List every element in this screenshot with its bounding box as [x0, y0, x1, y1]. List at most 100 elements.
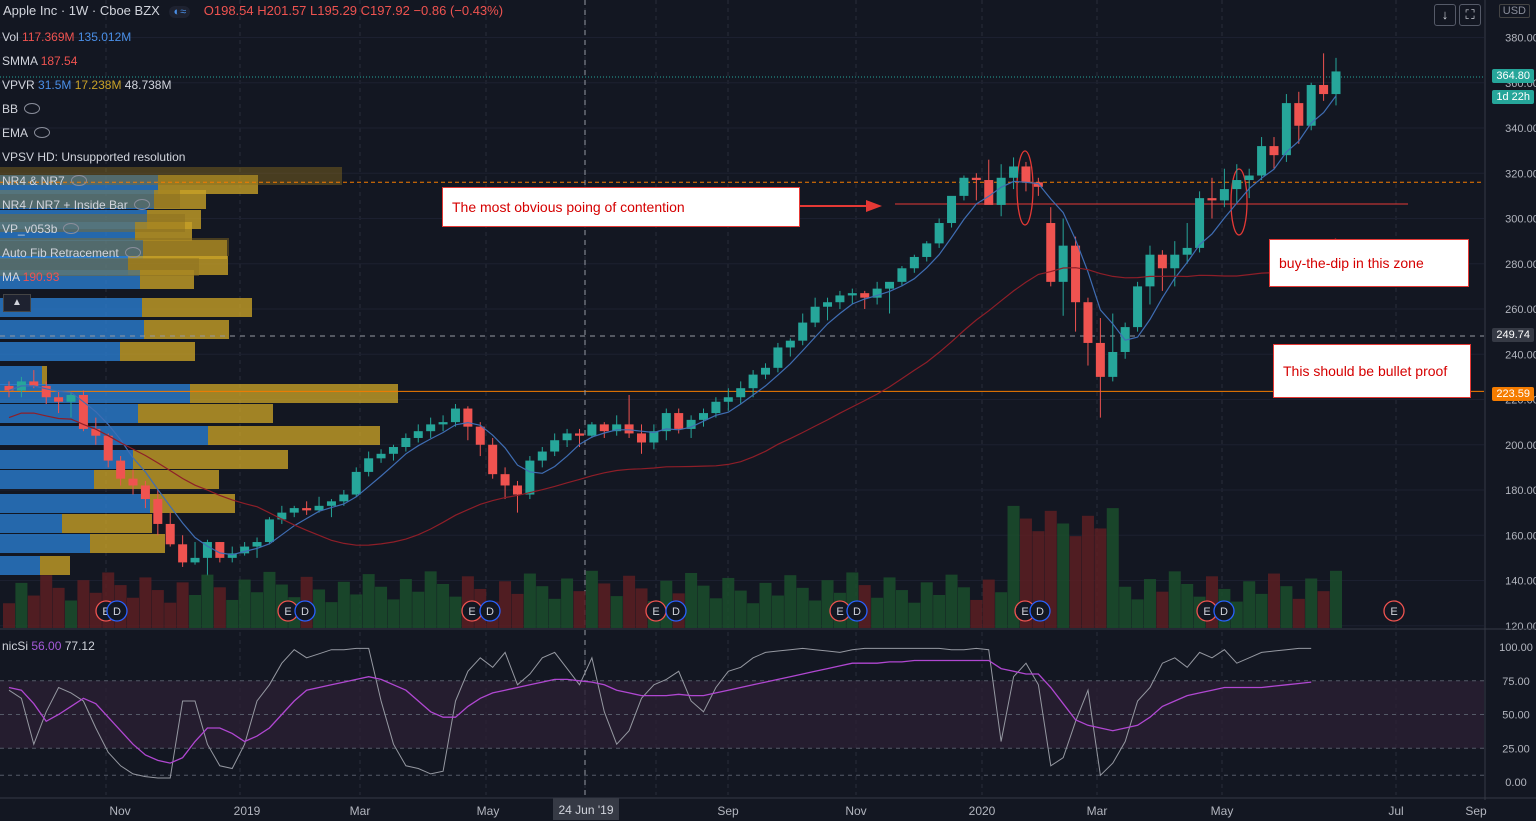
vpvr-down-bar: [42, 366, 47, 385]
volume-bar: [176, 582, 189, 628]
candle-body: [699, 413, 709, 420]
indicator-vpsv[interactable]: VPSV HD: Unsupported resolution: [2, 150, 186, 164]
candle-body: [41, 385, 51, 398]
volume-bar: [685, 573, 698, 628]
indicator-bb[interactable]: BB: [2, 102, 41, 116]
volume-bar: [337, 581, 350, 628]
earnings-label: D: [1220, 606, 1228, 618]
volume-bar: [511, 593, 524, 628]
vpvr-up-bar: [0, 494, 150, 513]
hidden-eye-icon[interactable]: [70, 175, 87, 186]
price-tick-label: 180.00: [1505, 485, 1536, 497]
volume-bar: [957, 587, 970, 628]
candle-body: [1269, 146, 1279, 156]
annotation-contention[interactable]: The most obvious poing of contention: [442, 187, 800, 227]
annotation-bullet[interactable]: This should be bullet proof: [1273, 344, 1471, 398]
candle-body: [401, 437, 411, 448]
vpvr-up-bar: [0, 404, 138, 423]
vpvr-down-bar: [120, 342, 195, 361]
vpvr-faded-bar: [0, 238, 229, 256]
candle-body: [103, 435, 113, 461]
hidden-eye-icon[interactable]: [63, 223, 80, 234]
candle-body: [537, 451, 547, 461]
volume-bar: [585, 570, 598, 628]
candle-body: [190, 557, 200, 563]
volume-bar: [747, 603, 760, 628]
volume-bar: [362, 574, 375, 628]
vpvr-value-1: 31.5M: [38, 78, 72, 92]
vpvr-down-bar: [143, 240, 227, 259]
annotation-dip[interactable]: buy-the-dip in this zone: [1269, 239, 1469, 287]
volume-bar: [15, 582, 28, 628]
candle-body: [723, 397, 733, 402]
candle-body: [773, 347, 783, 368]
indicator-ema[interactable]: EMA: [2, 126, 51, 140]
vpvr-up-bar: [0, 240, 143, 259]
currency-label: USD: [1498, 4, 1530, 18]
candle-body: [438, 422, 448, 425]
indicator-smma[interactable]: SMMA 187.54: [2, 54, 78, 68]
symbol-header: Apple Inc · 1W · Cboe BZX ◐≈ O198.54 H20…: [3, 3, 504, 18]
candle-body: [612, 424, 622, 432]
indicator-fib[interactable]: Auto Fib Retracement: [2, 246, 141, 260]
collapse-legend-button[interactable]: ▲: [3, 294, 31, 312]
candle-body: [1046, 223, 1056, 282]
volume-bar: [424, 571, 437, 628]
compare-icon[interactable]: ◐≈: [169, 6, 191, 18]
candle-body: [550, 440, 560, 452]
candle-body: [364, 458, 374, 472]
candle-body: [202, 542, 212, 558]
hidden-eye-icon[interactable]: [24, 103, 41, 114]
symbol-name[interactable]: Apple Inc: [3, 3, 58, 18]
vpvr-down-bar: [135, 222, 192, 241]
vpvr-down-bar: [190, 384, 398, 403]
indicator-vpvr[interactable]: VPVR 31.5M 17.238M 48.738M: [2, 78, 172, 92]
volume-bar: [821, 580, 834, 628]
indicator-vp[interactable]: VP_v053b: [2, 222, 80, 236]
scroll-down-icon[interactable]: ↓: [1434, 4, 1456, 26]
candle-body: [500, 474, 510, 486]
candle-body: [128, 478, 138, 486]
maximize-icon[interactable]: ⛶: [1459, 4, 1481, 26]
volume-bar: [1305, 578, 1318, 628]
indicator-nr4-inside[interactable]: NR4 / NR7 + Inside Bar: [2, 198, 150, 212]
candle-body: [1157, 254, 1167, 269]
volume-bar: [263, 571, 276, 628]
ohlc-open: O198.54: [203, 3, 254, 18]
candle-body: [947, 195, 957, 224]
volume-bar: [387, 599, 400, 628]
indicator-vol[interactable]: Vol 117.369M 135.012M: [2, 30, 132, 44]
candle-body: [872, 288, 882, 298]
candle-body: [798, 322, 808, 341]
indicator-nr4[interactable]: NR4 & NR7: [2, 174, 87, 188]
hidden-eye-icon[interactable]: [34, 127, 51, 138]
candle-body: [140, 485, 150, 500]
vpvr-down-bar: [90, 534, 165, 553]
candle-body: [1244, 175, 1254, 181]
candle-body: [1009, 166, 1019, 178]
volume-bar: [139, 577, 152, 628]
time-tick-label: Mar: [350, 804, 371, 818]
vol-value-1: 117.369M: [22, 30, 75, 44]
indicator-ma[interactable]: MA 190.93: [2, 270, 60, 284]
candle-body: [1257, 146, 1267, 176]
candle-body: [649, 431, 659, 443]
candle-body: [674, 413, 684, 429]
earnings-label: E: [284, 606, 291, 618]
hidden-eye-icon[interactable]: [133, 199, 150, 210]
symbol-interval[interactable]: 1W: [68, 3, 89, 18]
candle-body: [463, 408, 473, 427]
volume-bar: [697, 585, 710, 628]
support-price-tag: 223.59: [1492, 387, 1534, 401]
vpvr-down-bar: [140, 270, 194, 289]
candle-body: [66, 394, 76, 402]
hidden-eye-icon[interactable]: [124, 247, 141, 258]
volume-bar: [52, 587, 65, 628]
candle-body: [1145, 254, 1155, 287]
indicator-stoch[interactable]: nicSi 56.00 77.12: [2, 639, 95, 653]
volume-bar: [548, 598, 561, 628]
earnings-icon: [294, 600, 316, 622]
volume-bar: [945, 574, 958, 628]
stoch-tick-label: 100.00: [1499, 642, 1533, 654]
